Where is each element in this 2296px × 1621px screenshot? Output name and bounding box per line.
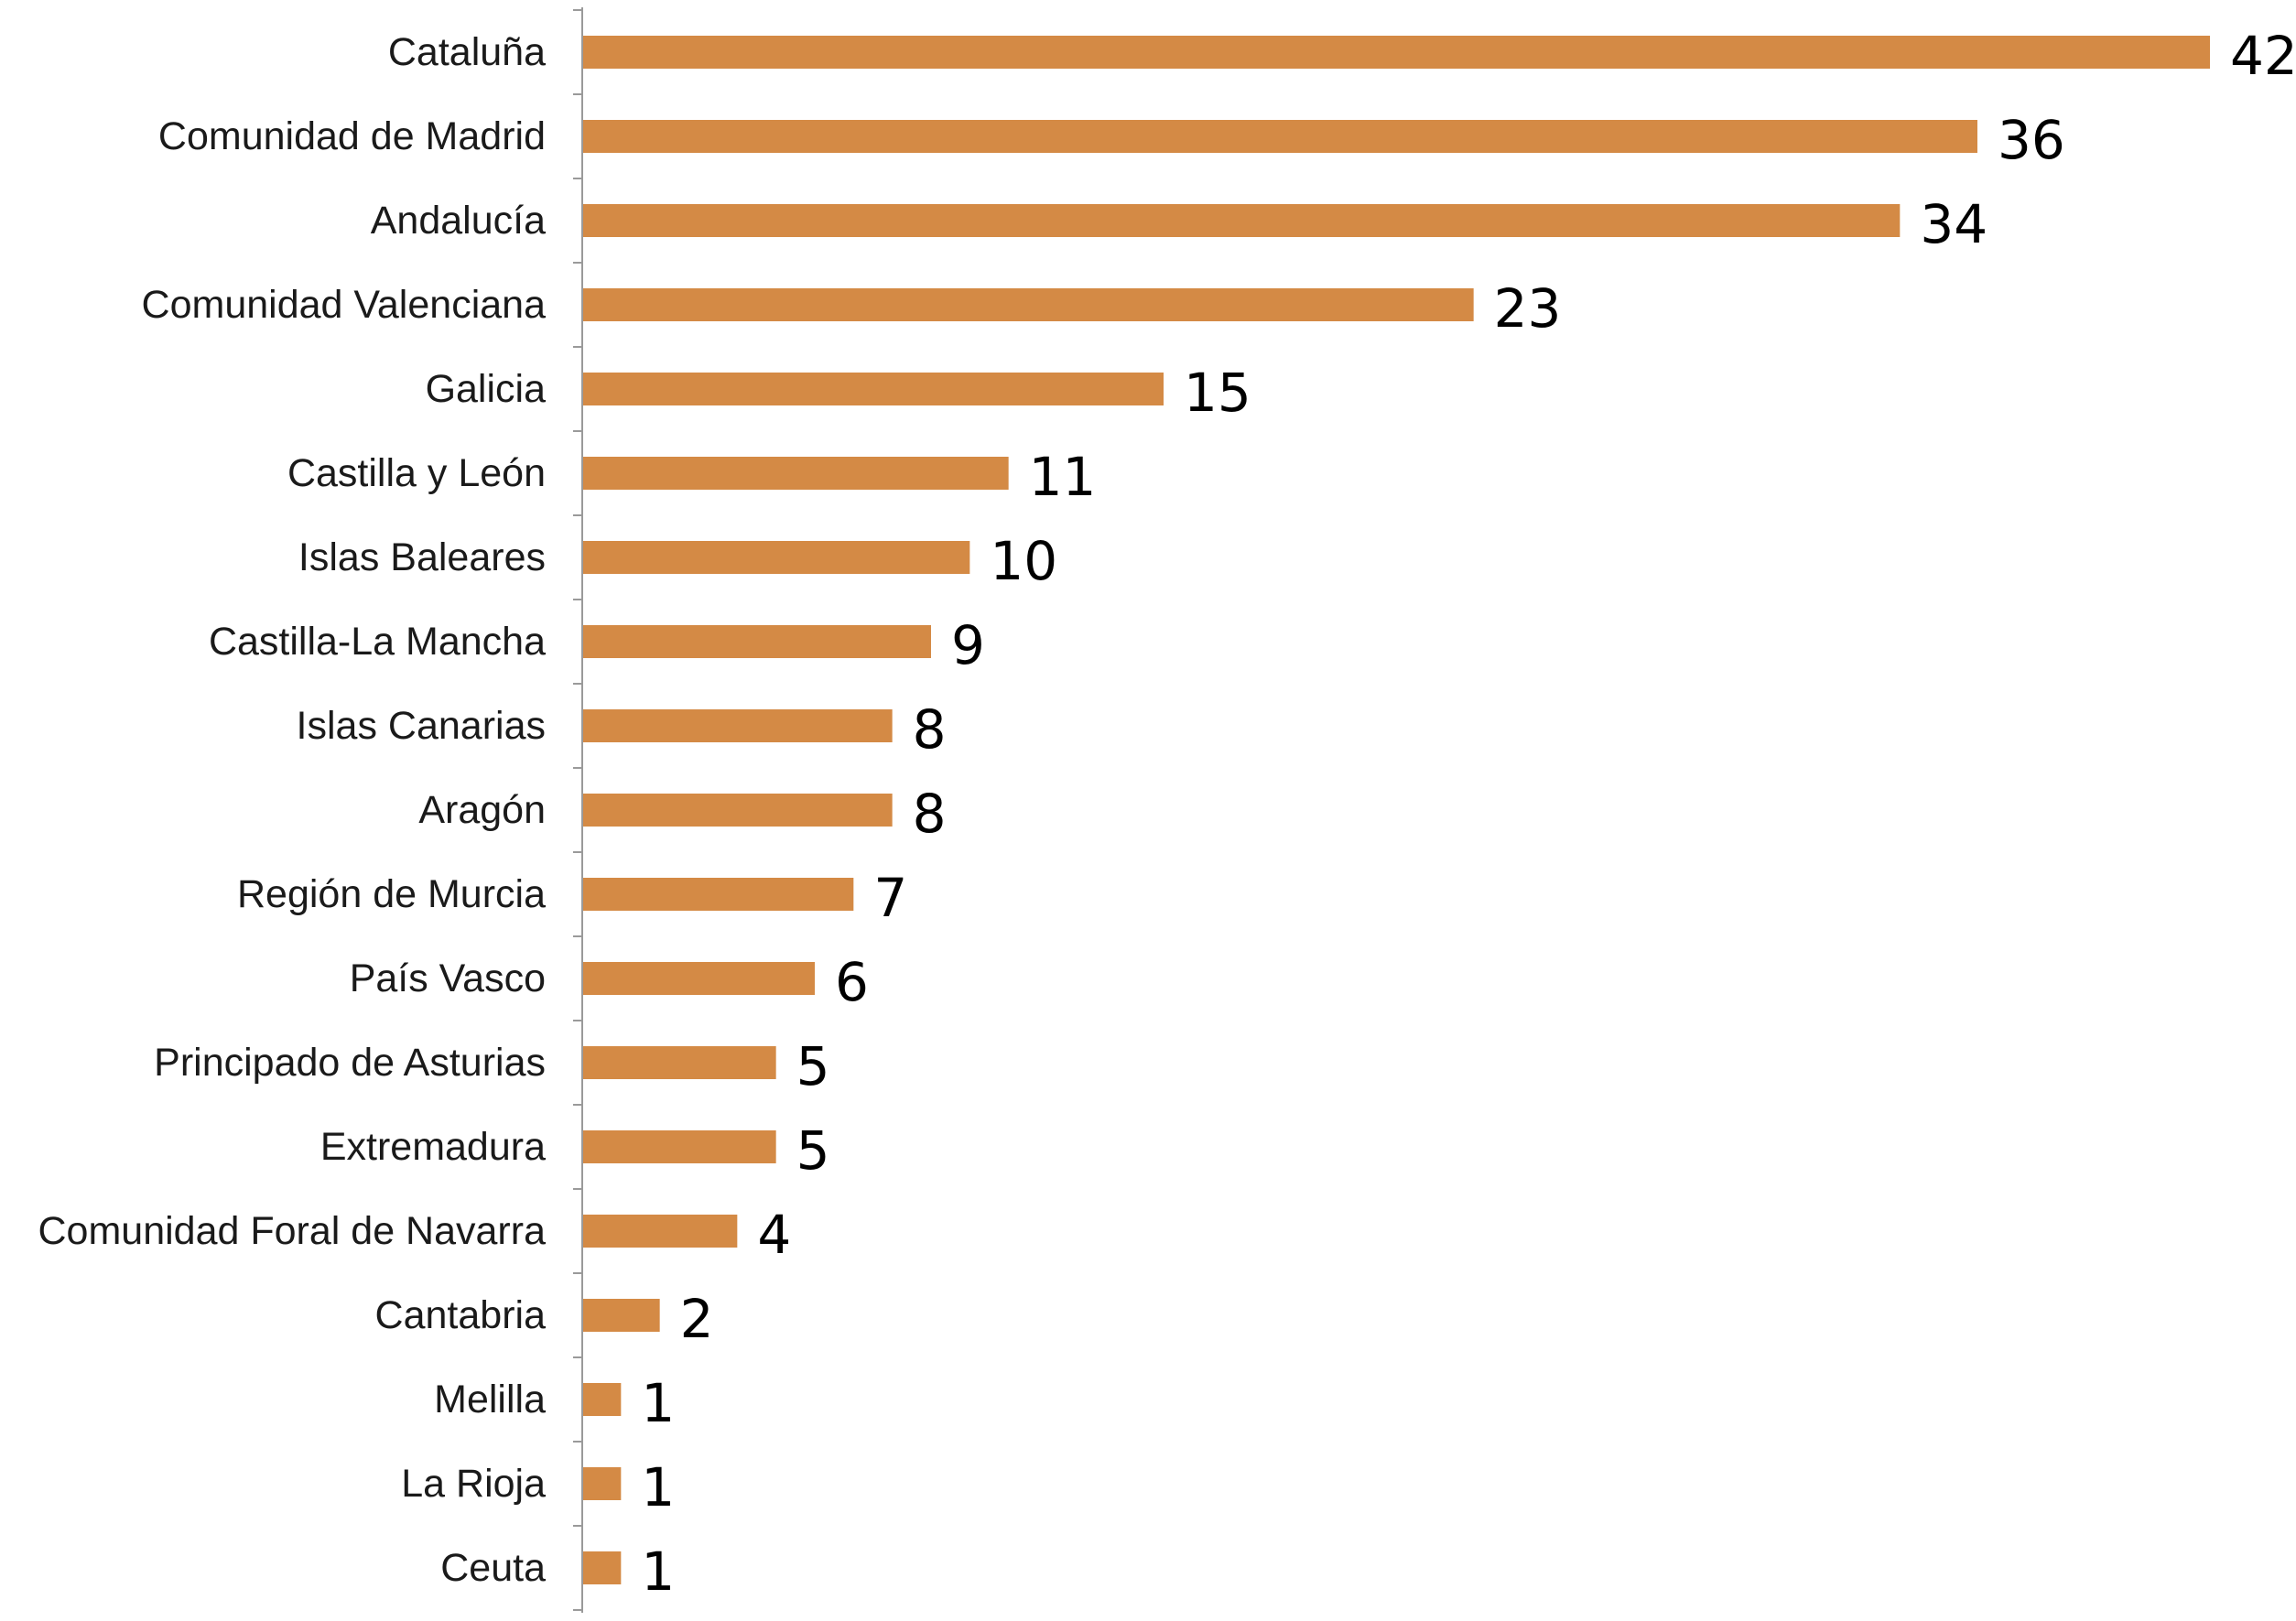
bar-comunidad-valenciana	[582, 288, 1474, 321]
bar-principado-de-asturias	[582, 1046, 776, 1079]
category-label-castilla-y-leon: Castilla y León	[287, 451, 546, 495]
bar-melilla	[582, 1383, 622, 1416]
value-label-castilla-y-leon: 11	[1029, 446, 1097, 508]
value-label-islas-baleares: 10	[990, 530, 1057, 592]
category-label-melilla: Melilla	[434, 1378, 546, 1421]
category-label-comunidad-valenciana: Comunidad Valenciana	[142, 283, 547, 327]
value-label-aragon: 8	[913, 783, 947, 845]
value-label-la-rioja: 1	[641, 1456, 675, 1518]
bar-andalucia	[582, 204, 1901, 237]
value-label-melilla: 1	[641, 1372, 675, 1434]
value-label-extremadura: 5	[796, 1119, 830, 1182]
value-label-comunidad-de-madrid: 36	[1998, 109, 2065, 171]
bar-pais-vasco	[582, 962, 815, 995]
bar-castilla-la-mancha	[582, 625, 931, 658]
category-label-comunidad-de-madrid: Comunidad de Madrid	[158, 114, 546, 158]
bar-cataluna	[582, 36, 2210, 69]
category-label-islas-baleares: Islas Baleares	[298, 535, 546, 579]
bar-aragon	[582, 794, 893, 827]
bar-la-rioja	[582, 1467, 622, 1500]
category-label-principado-de-asturias: Principado de Asturias	[154, 1041, 546, 1085]
bar-extremadura	[582, 1130, 776, 1163]
category-label-ceuta: Ceuta	[440, 1546, 546, 1590]
bar-islas-canarias	[582, 709, 893, 742]
category-label-pais-vasco: País Vasco	[350, 956, 546, 1000]
bar-comunidad-de-madrid	[582, 120, 1977, 153]
category-label-cataluna: Cataluña	[388, 30, 546, 74]
category-label-andalucia: Andalucía	[371, 199, 546, 243]
bars-group	[582, 36, 2210, 1584]
value-label-pais-vasco: 6	[835, 951, 869, 1013]
category-label-extremadura: Extremadura	[320, 1125, 546, 1169]
category-label-region-de-murcia: Región de Murcia	[237, 872, 546, 916]
bar-comunidad-foral-de-navarra	[582, 1215, 738, 1248]
value-label-cantabria: 2	[680, 1288, 714, 1350]
category-label-aragon: Aragón	[418, 788, 546, 832]
category-label-comunidad-foral-de-navarra: Comunidad Foral de Navarra	[38, 1209, 547, 1253]
category-label-galicia: Galicia	[426, 367, 547, 411]
category-label-cantabria: Cantabria	[375, 1293, 547, 1337]
value-label-castilla-la-mancha: 9	[951, 614, 985, 676]
bar-cantabria	[582, 1299, 660, 1332]
category-label-castilla-la-mancha: Castilla-La Mancha	[209, 620, 546, 664]
y-axis-group	[573, 7, 583, 1613]
value-label-andalucia: 34	[1920, 193, 1987, 255]
bar-islas-baleares	[582, 541, 970, 574]
value-label-ceuta: 1	[641, 1540, 675, 1603]
value-label-cataluna: 42	[2230, 25, 2296, 87]
value-label-islas-canarias: 8	[913, 698, 947, 761]
bar-castilla-y-leon	[582, 457, 1009, 490]
value-label-region-de-murcia: 7	[873, 867, 907, 929]
category-label-la-rioja: La Rioja	[401, 1462, 546, 1506]
category-label-islas-canarias: Islas Canarias	[297, 704, 546, 748]
category-labels-group: Cataluña Comunidad de Madrid Andalucía Comu…	[38, 30, 547, 1590]
bar-region-de-murcia	[582, 878, 854, 911]
bar-galicia	[582, 373, 1164, 405]
value-label-principado-de-asturias: 5	[796, 1035, 830, 1097]
value-label-comunidad-foral-de-navarra: 4	[757, 1204, 791, 1266]
value-label-galicia: 15	[1184, 362, 1251, 424]
value-label-comunidad-valenciana: 23	[1494, 277, 1562, 340]
bar-ceuta	[582, 1551, 622, 1584]
